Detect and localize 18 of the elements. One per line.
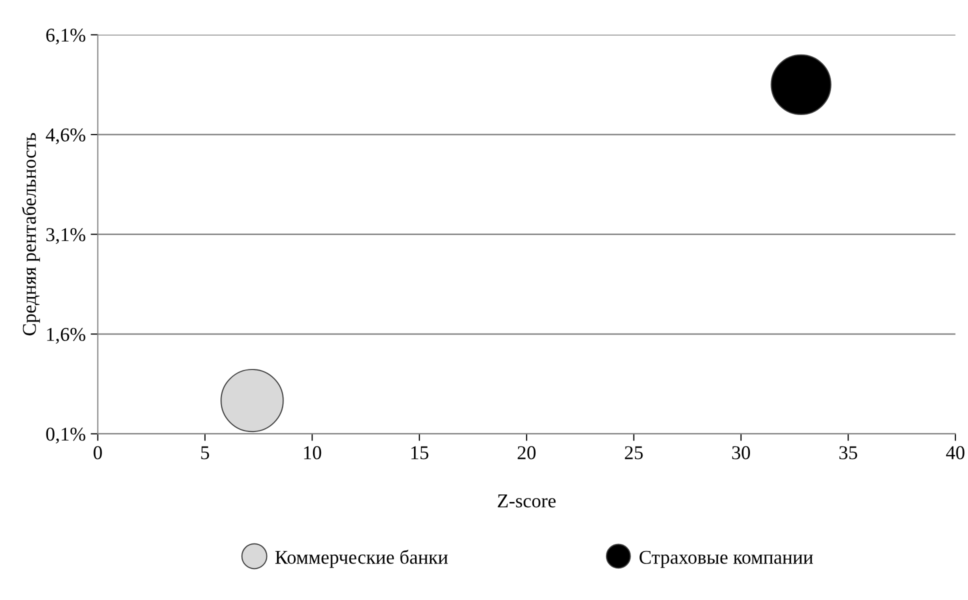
legend-label: Коммерческие банки (275, 550, 448, 568)
x-tick-label: 40 (946, 446, 964, 460)
x-tick-label: 30 (732, 446, 750, 460)
x-tick-label: 25 (624, 446, 643, 460)
y-tick-label: 1,6% (47, 328, 86, 344)
y-tick-label: 3,1% (46, 228, 86, 244)
y-axis-title: Средняя рентабельность (22, 133, 40, 336)
x-tick-label: 10 (304, 446, 322, 460)
x-axis-title: Z-score (498, 494, 556, 508)
x-tick-label: 35 (839, 446, 858, 460)
x-tick-label: 0 (94, 446, 102, 460)
x-tick-label: 20 (518, 446, 536, 460)
y-tick-label: 0,1% (46, 428, 86, 444)
y-tick-label: 6,1% (46, 28, 86, 45)
x-tick-label: 5 (201, 446, 210, 460)
x-tick-label: 15 (411, 446, 428, 460)
legend-label: Страховые компании (640, 550, 813, 568)
y-tick-label: 4,6% (46, 128, 86, 144)
